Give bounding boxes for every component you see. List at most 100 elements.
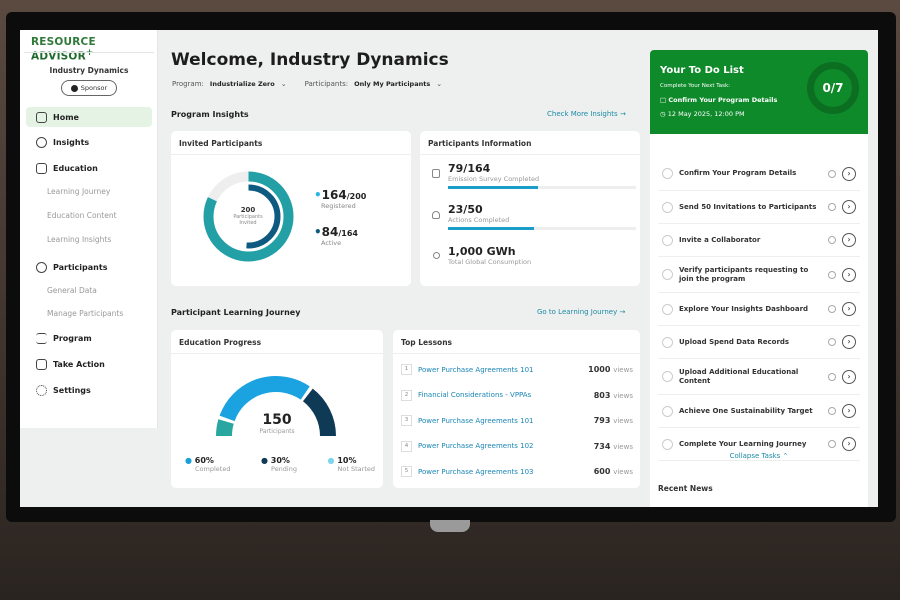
todo-task[interactable]: Invite a Collaborator › xyxy=(658,224,860,257)
chevron-right-circle-icon[interactable]: › xyxy=(842,233,856,247)
lesson-title[interactable]: Power Purchase Agreements 103 xyxy=(418,467,534,476)
lesson-title[interactable]: Power Purchase Agreements 102 xyxy=(418,442,534,450)
todo-task[interactable]: Achieve One Sustainability Target › xyxy=(658,395,860,428)
actions-label: Actions Completed xyxy=(448,216,510,224)
chevron-down-icon[interactable]: ⌄ xyxy=(280,80,287,88)
help-icon[interactable] xyxy=(828,338,836,346)
next-task-date: ◷ 12 May 2025, 12:00 PM xyxy=(660,110,745,118)
program-select[interactable]: Industrialize Zero xyxy=(209,80,275,88)
gauge-legend: ● 60% Completed ● 30% Pending ● 10% Not Sta… xyxy=(185,456,375,473)
help-icon[interactable] xyxy=(828,372,836,381)
chevron-right-circle-icon[interactable]: › xyxy=(842,335,856,349)
actions-progress xyxy=(448,227,636,230)
card-title: Top Lessons xyxy=(393,330,640,354)
lesson-row[interactable]: 3 Power Purchase Agreements 101 793 views xyxy=(401,408,633,433)
monitor-stand xyxy=(430,520,470,532)
help-icon[interactable] xyxy=(828,203,836,211)
help-icon[interactable] xyxy=(828,236,836,244)
task-checkbox[interactable] xyxy=(662,201,673,213)
task-label: Explore Your Insights Dashboard xyxy=(679,304,809,313)
task-checkbox[interactable] xyxy=(662,438,673,450)
sidebar-subitem-learning-journey[interactable]: Learning Journey xyxy=(47,187,111,196)
actions-value: 23/50 xyxy=(448,203,483,216)
lesson-title[interactable]: Power Purchase Agreements 101 xyxy=(418,365,534,374)
chevron-right-circle-icon[interactable]: › xyxy=(842,369,856,384)
app-screen: RESOURCE ADVISOR+ Industry Dynamics Spon… xyxy=(20,30,878,507)
lesson-row[interactable]: 4 Power Purchase Agreements 102 734 views xyxy=(401,434,633,459)
survey-label: Emission Survey Completed xyxy=(448,175,540,183)
sidebar-subitem-manage-participants[interactable]: Manage Participants xyxy=(47,309,124,318)
sidebar-item-home[interactable]: Home xyxy=(26,107,152,127)
chevron-down-icon[interactable]: ⌄ xyxy=(436,80,443,88)
todo-task[interactable]: Upload Spend Data Records › xyxy=(658,326,860,359)
chevron-right-circle-icon[interactable]: › xyxy=(842,437,856,451)
section-title: Program Insights xyxy=(171,110,249,119)
todo-task[interactable]: Send 50 Invitations to Participants › xyxy=(658,191,860,224)
sidebar-subitem-general-data[interactable]: General Data xyxy=(47,286,97,295)
task-checkbox[interactable] xyxy=(662,336,673,348)
arrow-right-icon: → xyxy=(619,110,626,118)
task-label: Invite a Collaborator xyxy=(679,235,761,244)
card-title: Education Progress xyxy=(171,330,383,354)
sidebar-subitem-education-content[interactable]: Education Content xyxy=(47,211,117,220)
sidebar-item-participants[interactable]: Participants xyxy=(26,257,152,277)
chevron-up-icon: ⌃ xyxy=(782,452,789,460)
help-icon[interactable] xyxy=(828,169,836,178)
todo-task[interactable]: Complete Your Learning Journey › xyxy=(658,428,860,461)
logo[interactable]: RESOURCE ADVISOR+ xyxy=(31,36,96,63)
lesson-row[interactable]: 2 Financial Considerations - VPPAs 803 vie… xyxy=(401,383,633,408)
task-checkbox[interactable] xyxy=(662,269,673,280)
sidebar-item-program[interactable]: Program xyxy=(26,328,152,348)
survey-value: 79/164 xyxy=(448,162,491,175)
help-icon[interactable] xyxy=(828,407,836,415)
task-label: Upload Spend Data Records xyxy=(679,337,790,346)
task-checkbox[interactable] xyxy=(662,234,673,246)
todo-task[interactable]: Explore Your Insights Dashboard › xyxy=(658,293,860,326)
sidebar-item-settings[interactable]: Settings xyxy=(26,380,152,400)
chevron-right-circle-icon[interactable]: › xyxy=(842,302,856,316)
puzzle-icon xyxy=(36,358,47,370)
help-icon[interactable] xyxy=(828,440,836,448)
lesson-rank: 4 xyxy=(401,440,412,452)
task-checkbox[interactable] xyxy=(662,405,673,417)
sidebar-item-education[interactable]: Education xyxy=(26,158,152,178)
lesson-row[interactable]: 1 Power Purchase Agreements 101 1000 views xyxy=(401,357,633,382)
chevron-right-circle-icon[interactable]: › xyxy=(842,404,856,418)
chart-pie-icon xyxy=(36,136,47,148)
chevron-right-circle-icon[interactable]: › xyxy=(842,267,856,282)
todo-task[interactable]: Verify participants requesting to join t… xyxy=(658,257,860,293)
lightbulb-icon xyxy=(433,252,440,259)
task-label: Send 50 Invitations to Participants xyxy=(679,202,817,211)
sidebar-item-insights[interactable]: Insights xyxy=(26,132,152,152)
chevron-right-circle-icon[interactable]: › xyxy=(842,166,856,181)
invited-donut xyxy=(203,171,294,262)
badge-icon xyxy=(70,84,78,92)
lesson-title[interactable]: Financial Considerations - VPPAs xyxy=(418,391,532,399)
chevron-right-circle-icon[interactable]: › xyxy=(842,200,856,214)
todo-task[interactable]: Confirm Your Program Details › xyxy=(658,157,860,191)
help-icon[interactable] xyxy=(828,305,836,313)
lesson-title[interactable]: Power Purchase Agreements 101 xyxy=(418,416,534,425)
registered-stat: •164/200 Registered xyxy=(314,188,367,210)
sidebar-item-take-action[interactable]: Take Action xyxy=(26,354,152,374)
collapse-tasks-button[interactable]: Collapse Tasks ⌃ xyxy=(729,452,789,460)
task-checkbox[interactable] xyxy=(662,303,673,315)
help-icon[interactable] xyxy=(828,270,836,279)
next-task-link[interactable]: □ Confirm Your Program Details xyxy=(660,96,778,104)
task-checkbox[interactable] xyxy=(662,168,673,179)
donut-active xyxy=(216,184,281,249)
task-checkbox[interactable] xyxy=(662,371,673,382)
people-icon xyxy=(36,261,47,273)
lesson-row[interactable]: 5 Power Purchase Agreements 103 600 views xyxy=(401,459,633,484)
sidebar-subitem-learning-insights[interactable]: Learning Insights xyxy=(47,235,112,244)
go-to-learning-journey-link[interactable]: Go to Learning Journey → xyxy=(537,308,626,316)
todo-task[interactable]: Upload Additional Educational Content › xyxy=(658,359,860,395)
next-task-label: Complete Your Next Task: xyxy=(660,83,731,89)
task-label: Complete Your Learning Journey xyxy=(679,439,807,448)
task-label: Achieve One Sustainability Target xyxy=(679,406,813,415)
check-more-insights-link[interactable]: Check More Insights → xyxy=(547,110,626,118)
book-icon xyxy=(36,162,47,174)
page-title: Welcome, Industry Dynamics xyxy=(171,50,449,70)
lesson-views: 600 xyxy=(593,467,611,476)
participants-select[interactable]: Only My Participants xyxy=(354,80,431,88)
